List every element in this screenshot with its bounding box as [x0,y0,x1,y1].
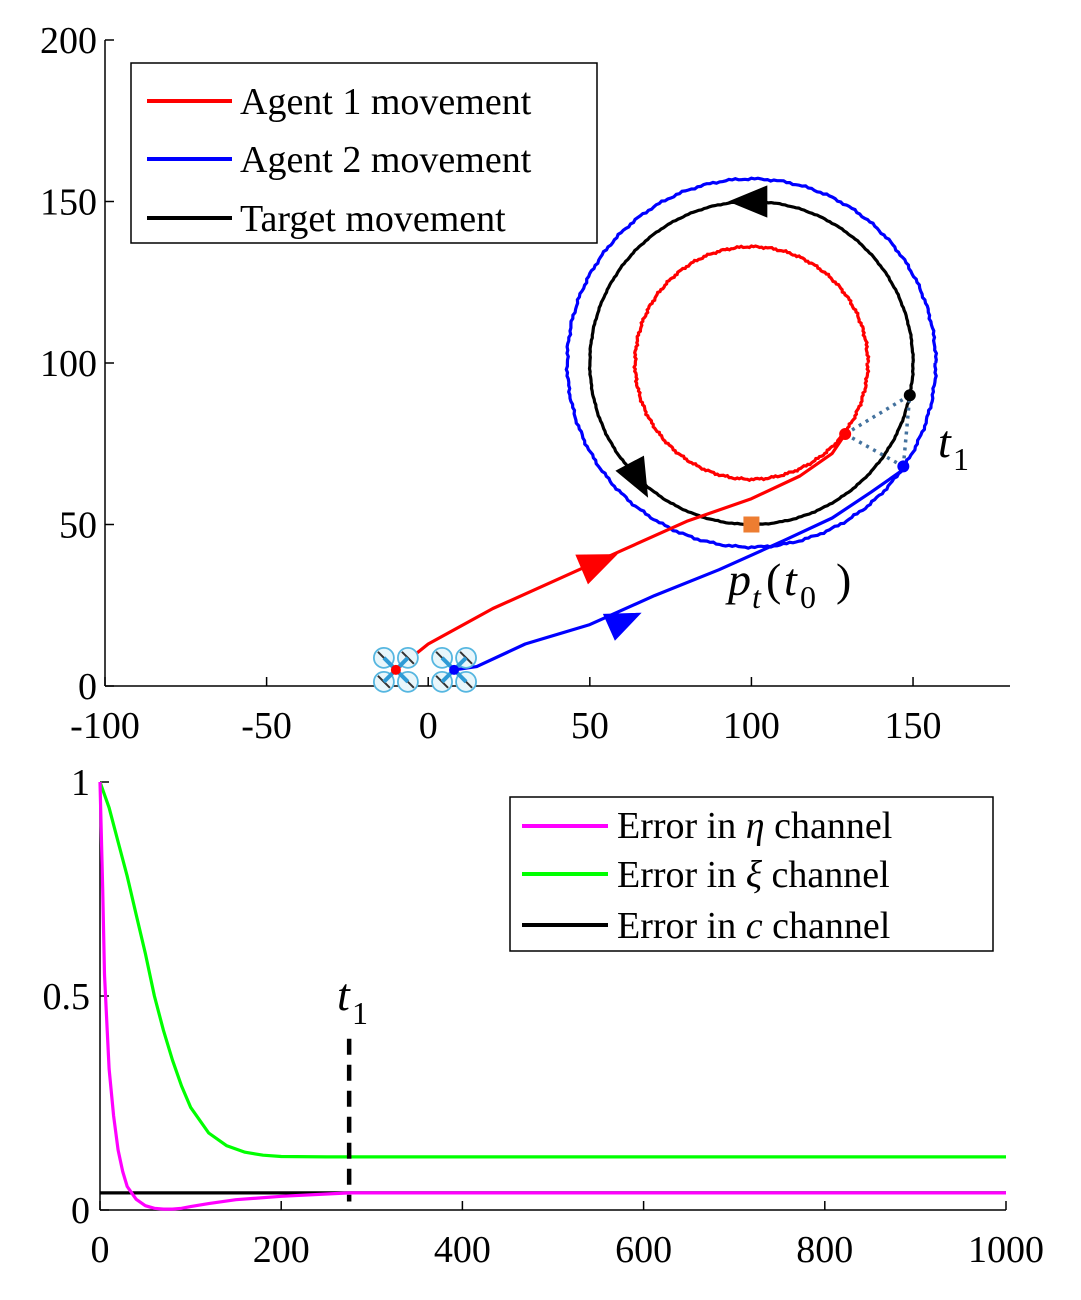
agent2-orbit [564,176,939,550]
trajectory-y-tick-label: 100 [40,343,97,385]
error-x-tick-label: 1000 [968,1229,1044,1271]
error-y-tick-label: 0 [71,1190,90,1232]
agent1-direction-arrow [575,554,618,585]
legend-label-xi: Error in ξ channel [617,854,890,896]
drone-body [449,664,460,675]
trajectory-y-ticks: 0 50 100 150 200 [40,20,114,708]
t1-sub-top: 1 [953,441,969,477]
legend-c-suffix: channel [763,905,891,947]
legend-eta-symbol: η [746,805,765,847]
trajectory-y-tick-label: 0 [78,666,97,708]
agent1-orbit [632,244,871,483]
trajectory-markers [372,185,916,693]
start-label-t: t [784,554,798,605]
trajectory-y-tick-label: 150 [40,182,97,224]
start-label-open: ( [766,554,781,605]
t1-label-bottom: t [337,969,351,1020]
drone-body [390,664,401,675]
agent1-approach-path [394,433,847,672]
error-x-ticks: 0 200 400 600 800 1000 [91,1201,1044,1271]
agent2-approach-path [453,468,905,672]
error-xi-line [98,781,1006,1159]
t1-label-top: t [938,416,952,467]
dotted-agent1-agent2 [844,432,905,468]
start-label-p: p [725,554,751,605]
error-legend: Error in η channel Error in ξ channel Er… [509,796,994,952]
error-x-tick-label: 800 [796,1229,853,1271]
error-x-tick-label: 200 [253,1229,310,1271]
legend-xi-prefix: Error in [617,854,746,896]
error-y-ticks: 00.51 [43,762,109,1232]
start-label-sub-t: t [752,579,762,615]
trajectory-x-ticks: -100 -50 0 50 100 150 [70,677,942,747]
agent2-drone-icon [431,646,477,693]
legend-label-eta: Error in η channel [617,805,892,847]
legend-label-c: Error in c channel [617,905,890,947]
target-direction-arrow-left [615,455,649,498]
agent2-direction-arrow [602,612,642,641]
legend-eta-suffix: channel [765,805,893,847]
trajectory-y-tick-label: 50 [59,505,97,547]
trajectory-x-tick-label: 100 [723,705,780,747]
legend-label-agent1: Agent 1 movement [240,81,532,123]
trajectory-x-tick-label: 0 [419,705,438,747]
error-x-tick-label: 600 [615,1229,672,1271]
error-series [98,781,1006,1211]
agent1-t1-point [839,428,852,441]
legend-eta-prefix: Error in [617,805,746,847]
start-position-label: p t ( t 0 ) [725,554,851,615]
trajectory-x-tick-label: 50 [571,705,609,747]
t1-sub-bottom: 1 [352,995,368,1031]
legend-xi-symbol: ξ [746,854,763,896]
legend-label-agent2: Agent 2 movement [240,139,532,181]
trajectory-plot: -100 -50 0 50 100 150 0 50 100 150 200 t 1 p t ( … [40,20,1010,747]
error-y-tick-label: 0.5 [43,976,91,1018]
legend-label-target: Target movement [240,198,506,240]
error-y-tick-label: 1 [71,762,90,804]
target-start-marker [743,516,760,533]
trajectory-x-tick-label: -100 [70,705,140,747]
error-x-tick-label: 400 [434,1229,491,1271]
target-orbit [587,199,915,527]
start-label-sub0: 0 [800,579,816,615]
start-label-close: ) [836,554,851,605]
legend-c-prefix: Error in [617,905,746,947]
error-plot: 0 200 400 600 800 1000 00.51 t 1 Error in η c… [43,762,1045,1271]
agent1-drone-icon [372,646,419,693]
trajectory-legend: Agent 1 movement Agent 2 movement Target… [130,62,598,244]
trajectory-series [394,176,939,672]
legend-c-symbol: c [746,905,763,947]
error-x-tick-label: 0 [91,1229,110,1271]
target-direction-arrow-top [728,185,768,218]
trajectory-x-tick-label: -50 [241,705,292,747]
legend-xi-suffix: channel [762,854,890,896]
trajectory-y-tick-label: 200 [40,20,97,62]
target-t1-point [903,389,916,402]
error-eta-line [98,781,1006,1211]
trajectory-x-tick-label: 150 [885,705,942,747]
agent2-t1-point [897,460,910,473]
trajectory-legend-box [130,62,598,244]
